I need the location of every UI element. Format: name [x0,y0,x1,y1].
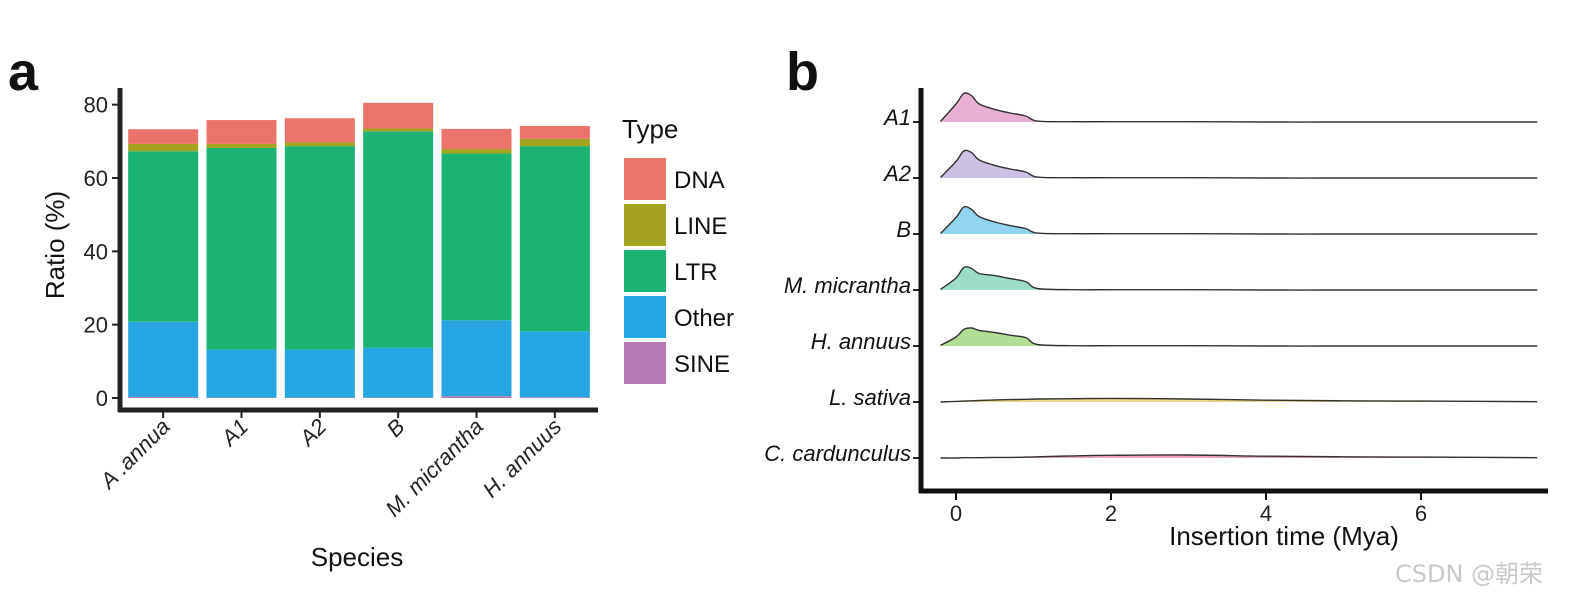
x-axis-title: Insertion time (Mya) [1169,521,1399,551]
bar-sine-4 [441,396,512,398]
x-tick-label: 2 [1105,501,1117,526]
bar-dna-5 [519,125,590,139]
ridge-fill-3 [940,266,1538,291]
bar-dna-2 [284,118,355,143]
ridge-fill-1 [940,150,1538,179]
ridge-group [939,92,1538,459]
bar-sine-5 [519,397,590,398]
ridge-line-0 [939,92,1538,123]
bar-dna-0 [128,129,199,144]
x-tick-label: 4 [1260,501,1272,526]
ridge-line-5 [940,397,1538,403]
x-tick-label: 6 [1415,501,1427,526]
bar-ltr-4 [441,153,512,321]
legend-label-ltr: LTR [674,259,718,286]
legend-label-sine: SINE [674,351,730,378]
x-tick-label: A1 [215,414,253,452]
legend-label-dna: DNA [674,167,725,194]
bar-group [128,102,590,398]
legend: Type DNA LINE LTR Other SINE [622,114,734,384]
bar-ltr-0 [128,151,199,322]
y-axis-title: Ratio (%) [40,191,70,299]
legend-label-line: LINE [674,213,727,240]
bar-other-0 [128,321,199,397]
ridge-fill-2 [940,206,1538,235]
ridge-label: M. micrantha [784,273,911,298]
bar-line-2 [284,142,355,147]
ridge-line-1 [939,149,1538,179]
ridge-line-2 [939,205,1538,235]
bar-ltr-5 [519,146,590,332]
ridge-label: B [896,217,911,242]
legend-title: Type [622,114,678,144]
ridge-line-4 [940,327,1538,347]
legend-swatch-sine [624,342,666,384]
x-axis-title: Species [311,542,404,572]
ridge-label: C. cardunculus [764,441,911,466]
bar-line-4 [441,149,512,154]
bar-ltr-2 [284,146,355,350]
watermark-text: CSDN @朝荣 [1395,560,1543,588]
x-tick-label: B [382,414,410,442]
bar-ltr-3 [363,131,434,348]
ridge-label: H. annuus [811,329,911,354]
bar-other-4 [441,320,512,397]
y-tick-label: 80 [84,93,108,118]
x-tick-label: A .annua [94,414,175,495]
bar-line-0 [128,143,199,152]
ridge-fill-0 [940,92,1538,123]
ridge-fill-4 [940,327,1538,347]
x-tick-label: 0 [950,501,962,526]
bar-ltr-1 [206,147,277,350]
legend-swatch-ltr [624,250,666,292]
bar-dna-1 [206,120,277,144]
panel-a-letter: a [8,42,39,102]
y-tick-label: 60 [84,166,108,191]
ridge-label: A2 [882,161,911,186]
bar-line-3 [363,128,434,132]
ridge-label: L. sativa [829,385,911,410]
x-tick-label: H. annuus [478,414,567,503]
legend-swatch-line [624,204,666,246]
ridge-line-6 [940,454,1538,459]
y-tick-label: 0 [96,386,108,411]
y-tick-label: 40 [84,239,108,264]
y-tick-label: 20 [84,313,108,338]
bar-line-1 [206,143,277,148]
bar-other-1 [206,349,277,398]
bar-other-5 [519,331,590,398]
bar-line-5 [519,138,590,147]
legend-label-other: Other [674,305,734,332]
bar-dna-4 [441,128,512,150]
panel-b-ridgeline-chart: A1 A2 B M. micrantha H. annuus L. sativa C. ca… [764,88,1548,551]
axes-b: A1 A2 B M. micrantha H. annuus L. sativa C. ca… [764,88,1548,526]
ridge-label: A1 [882,105,911,130]
bar-dna-3 [363,102,434,129]
ridge-line-3 [940,266,1538,291]
panel-b-letter: b [786,42,819,102]
legend-swatch-other [624,296,666,338]
bar-sine-0 [128,396,199,398]
bar-other-2 [284,349,355,398]
legend-swatch-dna [624,158,666,200]
bar-other-3 [363,347,434,398]
x-tick-label: A2 [293,414,331,452]
